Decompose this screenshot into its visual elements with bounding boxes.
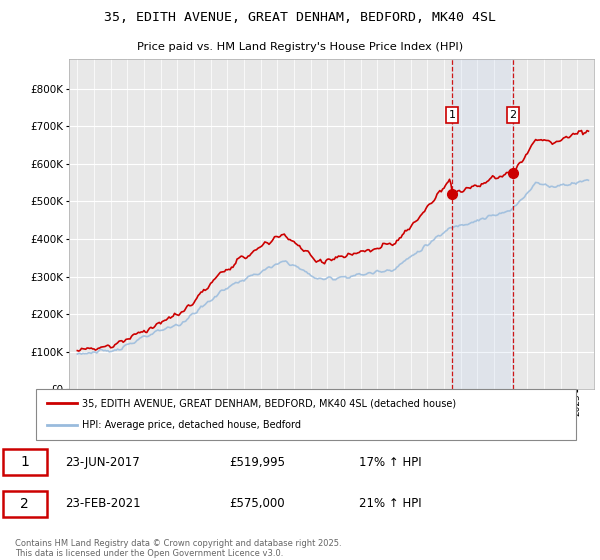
Text: 2: 2 [509,110,517,120]
FancyBboxPatch shape [3,491,47,517]
Text: 35, EDITH AVENUE, GREAT DENHAM, BEDFORD, MK40 4SL (detached house): 35, EDITH AVENUE, GREAT DENHAM, BEDFORD,… [82,398,456,408]
FancyBboxPatch shape [3,450,47,475]
Text: 35, EDITH AVENUE, GREAT DENHAM, BEDFORD, MK40 4SL: 35, EDITH AVENUE, GREAT DENHAM, BEDFORD,… [104,11,496,24]
Bar [452,59,513,389]
Text: £575,000: £575,000 [229,497,285,510]
FancyBboxPatch shape [36,389,576,440]
Text: £519,995: £519,995 [229,456,286,469]
Text: 23-FEB-2021: 23-FEB-2021 [65,497,140,510]
Text: 17% ↑ HPI: 17% ↑ HPI [359,456,421,469]
Text: Price paid vs. HM Land Registry's House Price Index (HPI): Price paid vs. HM Land Registry's House … [137,42,463,52]
Text: 23-JUN-2017: 23-JUN-2017 [65,456,140,469]
Text: 21% ↑ HPI: 21% ↑ HPI [359,497,421,510]
Text: HPI: Average price, detached house, Bedford: HPI: Average price, detached house, Bedf… [82,421,301,431]
Text: 2: 2 [20,497,29,511]
Text: 1: 1 [449,110,455,120]
Text: 1: 1 [20,455,29,469]
Text: Contains HM Land Registry data © Crown copyright and database right 2025.
This d: Contains HM Land Registry data © Crown c… [15,539,341,558]
